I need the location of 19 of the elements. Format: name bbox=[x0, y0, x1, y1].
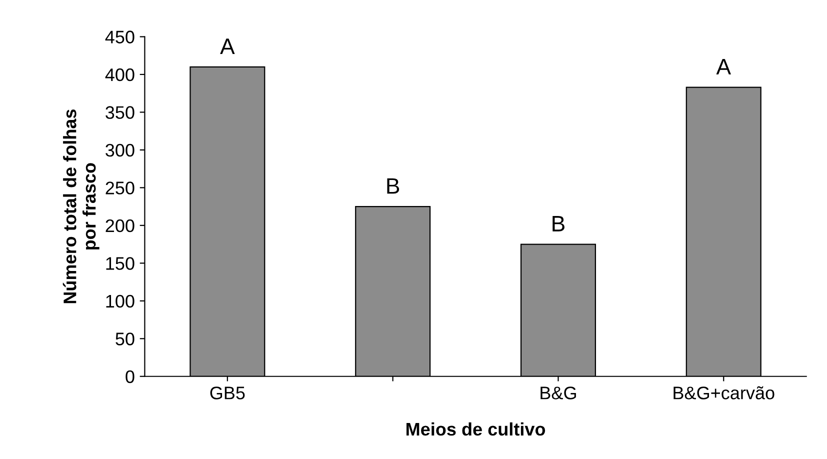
x-axis-title: Meios de cultivo bbox=[406, 422, 546, 436]
y-tick-label: 100 bbox=[106, 294, 134, 308]
y-tick-label: 0 bbox=[126, 370, 134, 384]
x-tick-label: B&G bbox=[540, 386, 576, 400]
annotation: A bbox=[220, 38, 235, 54]
y-axis-title: Número total de folhas por frasco bbox=[62, 109, 100, 304]
y-tick-label: 250 bbox=[106, 182, 134, 194]
y-tick-label: 450 bbox=[105, 30, 134, 44]
y-tick-label: 400 bbox=[105, 68, 134, 82]
y-tick-label: 150 bbox=[106, 257, 134, 270]
y-tick-label: 50 bbox=[116, 332, 134, 346]
y-tick-label: 350 bbox=[106, 106, 134, 119]
y-tick-label: 200 bbox=[106, 219, 134, 232]
annotation: A bbox=[716, 59, 731, 74]
annotation: B bbox=[552, 216, 564, 232]
x-tick-label: B&G+carvão bbox=[674, 386, 774, 400]
annotation: B bbox=[387, 178, 400, 194]
y-tick-label: 300 bbox=[106, 144, 134, 157]
x-tick-label: GB5 bbox=[210, 386, 245, 400]
